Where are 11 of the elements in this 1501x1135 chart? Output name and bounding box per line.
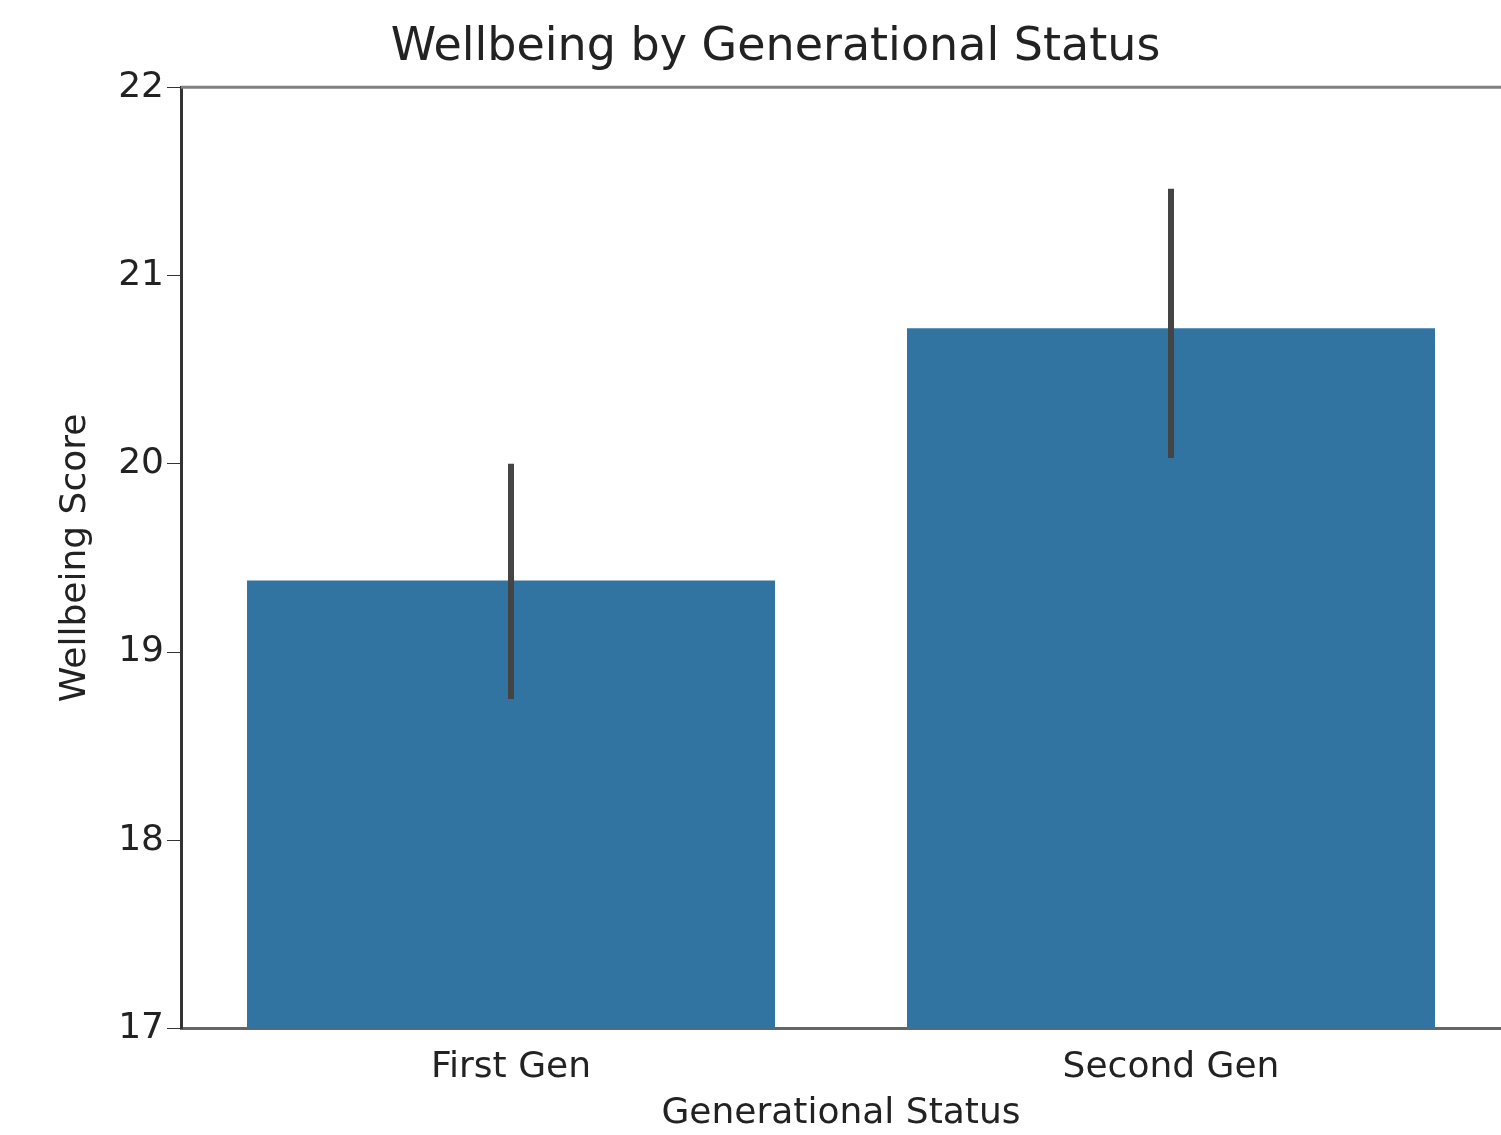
x-axis-title: Generational Status — [661, 1089, 1021, 1131]
y-tick-label: 17 — [118, 1004, 165, 1046]
x-tick-label: Second Gen — [1062, 1043, 1280, 1085]
x-tick-label: First Gen — [430, 1043, 592, 1085]
y-tick-label: 19 — [118, 628, 165, 670]
y-tick-label: 21 — [118, 251, 165, 293]
y-axis-title: Wellbeing Score — [51, 413, 93, 703]
y-tick-label: 22 — [118, 63, 165, 105]
y-tick-label: 18 — [118, 816, 165, 858]
y-tick-label: 20 — [118, 440, 165, 482]
chart-title: Wellbeing by Generational Status — [390, 16, 1161, 71]
